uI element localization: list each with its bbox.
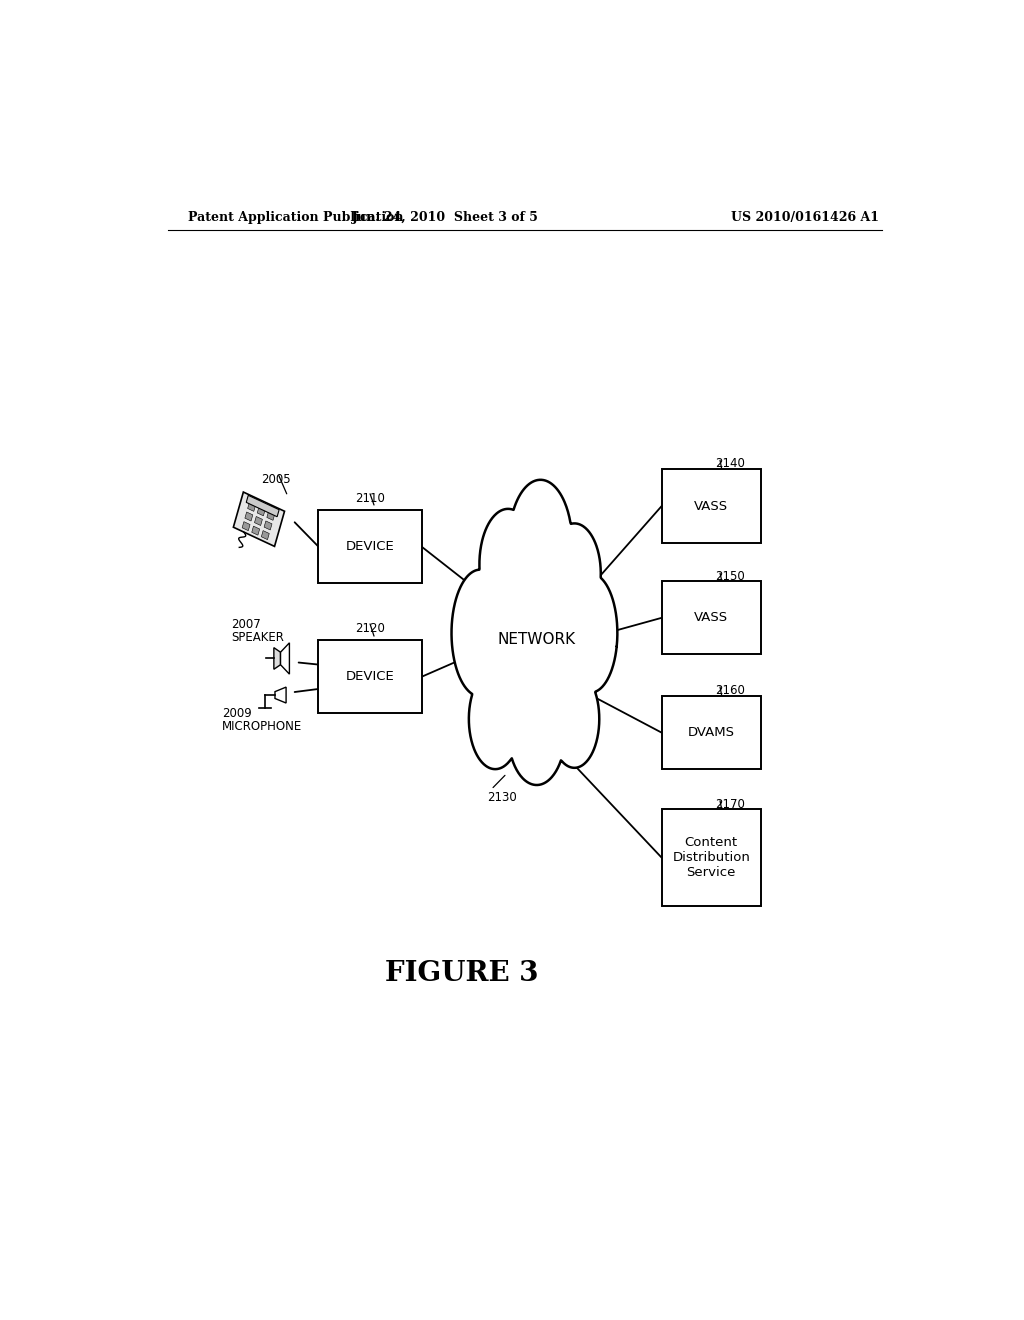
Polygon shape — [261, 531, 269, 540]
Text: 2160: 2160 — [715, 684, 745, 697]
Text: DEVICE: DEVICE — [346, 540, 394, 553]
Text: Content
Distribution
Service: Content Distribution Service — [673, 836, 751, 879]
Polygon shape — [245, 512, 253, 521]
Text: Patent Application Publication: Patent Application Publication — [187, 211, 403, 224]
Text: SPEAKER: SPEAKER — [231, 631, 284, 644]
Ellipse shape — [479, 508, 537, 620]
Text: 2170: 2170 — [715, 797, 745, 810]
FancyBboxPatch shape — [318, 510, 422, 583]
Ellipse shape — [548, 524, 601, 624]
FancyBboxPatch shape — [662, 470, 761, 543]
Text: DEVICE: DEVICE — [346, 671, 394, 684]
Text: VASS: VASS — [694, 611, 728, 624]
Text: 2150: 2150 — [715, 570, 745, 583]
FancyBboxPatch shape — [662, 809, 761, 906]
Text: 2130: 2130 — [487, 791, 517, 804]
Ellipse shape — [452, 570, 509, 697]
Polygon shape — [264, 521, 272, 529]
Polygon shape — [233, 492, 285, 546]
Polygon shape — [246, 495, 280, 516]
Text: VASS: VASS — [694, 499, 728, 512]
Ellipse shape — [564, 574, 617, 693]
Text: 2110: 2110 — [355, 492, 385, 504]
Ellipse shape — [469, 669, 521, 770]
Polygon shape — [267, 511, 274, 520]
Polygon shape — [242, 521, 250, 531]
Text: MICROPHONE: MICROPHONE — [221, 721, 302, 734]
Text: 2007: 2007 — [231, 618, 261, 631]
FancyBboxPatch shape — [662, 696, 761, 770]
Text: 2009: 2009 — [221, 708, 252, 721]
Text: DVAMS: DVAMS — [688, 726, 735, 739]
Polygon shape — [273, 648, 281, 669]
Text: FIGURE 3: FIGURE 3 — [385, 960, 538, 987]
Polygon shape — [281, 643, 290, 675]
Polygon shape — [252, 527, 260, 535]
Ellipse shape — [509, 479, 572, 607]
Ellipse shape — [508, 680, 565, 785]
Ellipse shape — [487, 548, 586, 746]
FancyBboxPatch shape — [662, 581, 761, 655]
Text: US 2010/0161426 A1: US 2010/0161426 A1 — [731, 211, 880, 224]
Polygon shape — [255, 516, 262, 525]
Text: Jun. 24, 2010  Sheet 3 of 5: Jun. 24, 2010 Sheet 3 of 5 — [352, 211, 539, 224]
Text: 2120: 2120 — [355, 622, 385, 635]
Text: 2005: 2005 — [261, 474, 291, 487]
Polygon shape — [257, 507, 265, 516]
Polygon shape — [248, 503, 256, 511]
Ellipse shape — [550, 671, 599, 768]
Text: NETWORK: NETWORK — [498, 632, 575, 647]
FancyBboxPatch shape — [318, 640, 422, 713]
Text: 2140: 2140 — [715, 457, 745, 470]
